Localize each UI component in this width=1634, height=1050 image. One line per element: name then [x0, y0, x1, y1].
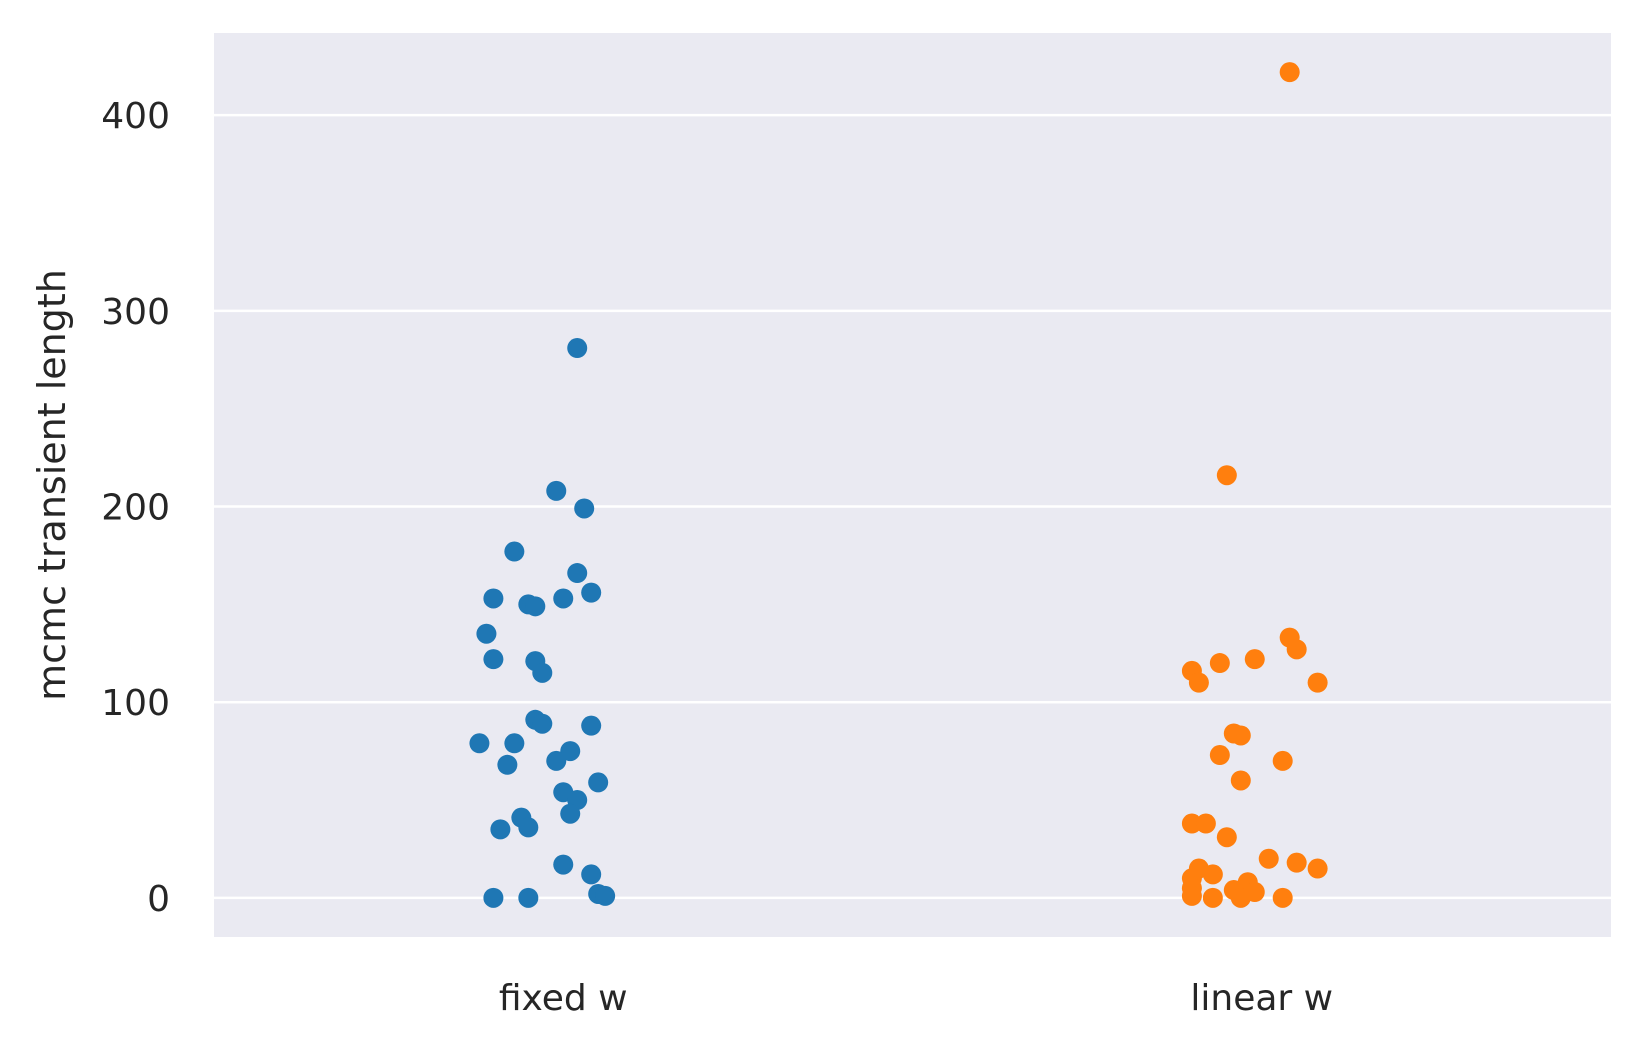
x-tick-label: linear w [1190, 978, 1333, 1019]
series-fixed-w [469, 338, 616, 908]
data-point [497, 754, 518, 775]
data-point [483, 887, 504, 908]
data-point [581, 864, 602, 885]
data-point [532, 713, 553, 734]
data-point [1202, 864, 1223, 885]
data-point [1181, 813, 1202, 834]
data-point [1307, 858, 1328, 879]
data-point [1209, 653, 1230, 674]
data-points [469, 62, 1328, 908]
data-point [1230, 887, 1251, 908]
data-point [567, 563, 588, 584]
data-point [1209, 745, 1230, 766]
data-point [1272, 750, 1293, 771]
data-point [483, 588, 504, 609]
y-tick-label: 100 [101, 683, 170, 724]
data-point [560, 741, 581, 762]
data-point [560, 803, 581, 824]
x-tick-label: fixed w [499, 978, 628, 1019]
data-point [504, 733, 525, 754]
data-point [518, 817, 539, 838]
y-tick-label: 400 [101, 96, 170, 137]
data-point [1272, 887, 1293, 908]
gridlines [214, 113, 1611, 900]
data-point [518, 887, 539, 908]
data-point [525, 596, 546, 617]
data-point [1216, 827, 1237, 848]
plot-background [214, 33, 1611, 937]
data-point [1286, 639, 1307, 660]
data-point [546, 750, 567, 771]
data-point [476, 623, 497, 644]
y-tick-label: 200 [101, 488, 170, 529]
data-point [546, 480, 567, 501]
data-point [1279, 62, 1300, 83]
data-point [588, 772, 609, 793]
data-point [1258, 848, 1279, 869]
x-tick-labels: fixed w linear w [499, 978, 1333, 1019]
data-point [1230, 770, 1251, 791]
y-tick-label: 0 [147, 879, 170, 920]
data-point [490, 819, 511, 840]
data-point [595, 885, 616, 906]
data-point [1244, 649, 1265, 670]
data-point [581, 715, 602, 736]
data-point [1195, 813, 1216, 834]
data-point [553, 588, 574, 609]
data-point [567, 338, 588, 359]
data-point [532, 662, 553, 683]
y-tick-label: 300 [101, 292, 170, 333]
data-point [1230, 725, 1251, 746]
data-point [504, 541, 525, 562]
data-point [1286, 852, 1307, 873]
data-point [553, 854, 574, 875]
data-point [1202, 887, 1223, 908]
data-point [469, 733, 490, 754]
y-axis-label: mcmc transient length [30, 269, 74, 701]
data-point [574, 498, 595, 519]
data-point [483, 649, 504, 670]
series-linear-w [1181, 62, 1328, 908]
data-point [1307, 672, 1328, 693]
data-point [581, 582, 602, 603]
data-point [1188, 672, 1209, 693]
y-tick-labels: 0 100 200 300 400 [101, 96, 170, 920]
data-point [1181, 885, 1202, 906]
data-point [1216, 465, 1237, 486]
